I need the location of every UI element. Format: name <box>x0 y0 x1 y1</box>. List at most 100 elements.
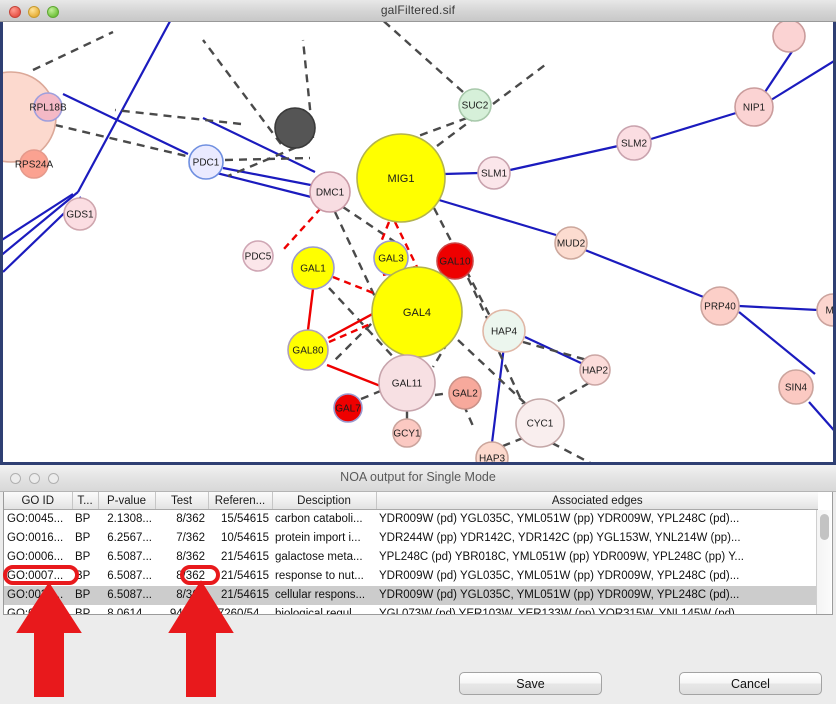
node-label: NIP1 <box>743 103 766 114</box>
network-node-prp40[interactable]: PRP40 <box>700 286 740 326</box>
cell-test: 94/362 <box>169 608 205 615</box>
cell-associated-edges: YDR244W (pp) YDR142C, YDR142C (pp) YGL15… <box>379 532 741 544</box>
node-label: GCY1 <box>393 429 421 440</box>
network-node-gal11[interactable]: GAL11 <box>378 354 436 412</box>
cytoscape-network-window: galFiltered.sif <box>0 0 836 462</box>
cell-p-value: 6.5087... <box>107 570 152 582</box>
cell-go-id: GO:0016... <box>7 532 64 544</box>
network-graph-svg: RPL18B RPS24A GDS1 PDC1 PDC5 DMC1 SUC2 MIG1 SLM1… <box>3 22 833 462</box>
node-label: HAP4 <box>491 327 518 338</box>
cell-p-value: 2.1308... <box>107 513 152 525</box>
node-label: GAL1 <box>300 264 326 275</box>
node-label: GAL11 <box>392 379 423 390</box>
cancel-button[interactable]: Cancel <box>679 672 822 695</box>
cell-type: BP <box>75 570 91 582</box>
network-node-sin4[interactable]: SIN4 <box>778 369 814 405</box>
network-node-pdc1[interactable]: PDC1 <box>188 144 224 180</box>
node-label: GAL2 <box>452 389 478 400</box>
network-node-gal80[interactable]: GAL80 <box>287 329 329 371</box>
cell-reference: 21/54615 <box>208 586 272 605</box>
close-button[interactable] <box>10 473 21 484</box>
cell-description: response to nut... <box>275 570 364 582</box>
node-label: RPS24A <box>15 160 54 171</box>
table-header-row: GO ID T... P-value Test Referen... Desci… <box>4 492 818 510</box>
cell-associated-edges: YDR009W (pd) YGL035C, YML051W (pp) YDR00… <box>376 586 818 605</box>
cell-description: biological regul... <box>275 608 362 615</box>
node-label: HAP2 <box>582 366 609 377</box>
save-button[interactable]: Save <box>459 672 602 695</box>
go-results-table-container[interactable]: GO ID T... P-value Test Referen... Desci… <box>3 492 833 615</box>
cell-reference: 10/54615 <box>221 532 269 544</box>
pd-edges <box>32 22 592 462</box>
table-row[interactable]: GO:0045... BP 2.1308... 8/362 15/54615 carbon… <box>4 510 818 530</box>
network-node-nip1[interactable]: NIP1 <box>734 87 774 127</box>
network-node-mud2[interactable]: MUD2 <box>554 226 588 260</box>
network-canvas[interactable]: RPL18B RPS24A GDS1 PDC1 PDC5 DMC1 SUC2 MIG1 SLM1… <box>0 22 836 462</box>
minimize-button[interactable] <box>29 473 40 484</box>
window-titlebar[interactable]: galFiltered.sif <box>0 0 836 22</box>
cell-type: BP <box>75 513 91 525</box>
cell-p-value: 8.0614... <box>107 608 152 615</box>
cell-description: cellular respons... <box>272 586 376 605</box>
network-node-dmc1[interactable]: DMC1 <box>309 171 351 213</box>
network-node-slm2[interactable]: SLM2 <box>616 125 652 161</box>
network-node-gcy1[interactable]: GCY1 <box>392 418 422 448</box>
cell-go-id: GO:0006... <box>7 551 64 563</box>
network-node-gal1[interactable]: GAL1 <box>291 246 335 290</box>
column-header-associated-edges[interactable]: Associated edges <box>376 492 818 510</box>
cell-p-value: 6.5087... <box>107 551 152 563</box>
network-node-cyc1[interactable]: CYC1 <box>515 398 565 448</box>
network-node-mig1[interactable]: MIG1 <box>356 133 446 223</box>
network-node-gal10[interactable]: GAL10 <box>436 242 474 280</box>
cell-type: BP <box>75 551 91 563</box>
cell-test: 8/362 <box>155 586 208 605</box>
cell-test: 7/362 <box>176 532 205 544</box>
network-node-gal4[interactable]: GAL4 <box>371 266 463 358</box>
network-node-rpl18b[interactable]: RPL18B <box>29 92 67 122</box>
column-header-p-value[interactable]: P-value <box>98 492 156 510</box>
network-node-rps24a[interactable]: RPS24A <box>15 149 54 179</box>
network-node-slm1[interactable]: SLM1 <box>477 156 511 190</box>
node-label: PDC5 <box>245 252 272 263</box>
network-node-gal2[interactable]: GAL2 <box>448 376 482 410</box>
table-vertical-scrollbar[interactable] <box>816 510 831 614</box>
network-node-suc2[interactable]: SUC2 <box>458 88 492 122</box>
network-node-hap2[interactable]: HAP2 <box>579 354 611 386</box>
column-header-go-id[interactable]: GO ID <box>4 492 73 510</box>
table-row[interactable]: GO:0031... BP 6.5087... 8/362 21/54615 cellul… <box>4 586 818 605</box>
node-label: CYC1 <box>527 419 554 430</box>
column-header-description[interactable]: Desciption <box>272 492 377 510</box>
network-node-gal7[interactable]: GAL7 <box>333 393 363 423</box>
network-node-msn[interactable]: MS <box>816 293 833 327</box>
network-node-hubdark[interactable] <box>274 107 316 149</box>
zoom-button[interactable] <box>48 473 59 484</box>
column-header-reference[interactable]: Referen... <box>208 492 273 510</box>
minimize-button[interactable] <box>28 6 40 18</box>
nodes-layer: RPL18B RPS24A GDS1 PDC1 PDC5 DMC1 SUC2 MIG1 SLM1… <box>3 22 833 462</box>
noa-output-dialog: NOA output for Single Mode GO ID T... P-… <box>0 462 836 704</box>
zoom-button[interactable] <box>47 6 59 18</box>
network-node-gds1[interactable]: GDS1 <box>63 197 97 231</box>
cell-associated-edges: YDR009W (pd) YGL035C, YML051W (pp) YDR00… <box>379 513 740 525</box>
table-row[interactable]: GO:0006... BP 6.5087... 8/362 21/54615 galact… <box>4 548 818 567</box>
cell-go-id: GO:0007... <box>7 570 64 582</box>
node-label: SLM1 <box>481 169 508 180</box>
network-node-pdc5[interactable]: PDC5 <box>242 240 274 272</box>
table-row[interactable]: GO:0007... BP 6.5087... 8/362 21/54615 respon… <box>4 567 818 586</box>
dialog-titlebar[interactable]: NOA output for Single Mode <box>0 465 836 492</box>
table-row[interactable]: GO:0065... BP 8.0614... 94/362 7260/54... bio… <box>4 605 818 615</box>
cell-reference: 21/54615 <box>221 551 269 563</box>
table-row[interactable]: GO:0016... BP 6.2567... 7/362 10/54615 protei… <box>4 529 818 548</box>
column-header-test[interactable]: Test <box>155 492 209 510</box>
close-button[interactable] <box>9 6 21 18</box>
node-label: GAL7 <box>335 404 361 415</box>
network-node-topright[interactable] <box>772 22 806 53</box>
column-header-type[interactable]: T... <box>72 492 99 510</box>
network-node-hap3[interactable]: HAP3 <box>475 441 509 462</box>
cell-test: 8/362 <box>176 570 205 582</box>
network-node-hap4[interactable]: HAP4 <box>482 309 526 353</box>
node-label: RPL18B <box>29 103 67 114</box>
cell-go-id: GO:0045... <box>7 513 64 525</box>
scrollbar-thumb[interactable] <box>820 514 829 540</box>
